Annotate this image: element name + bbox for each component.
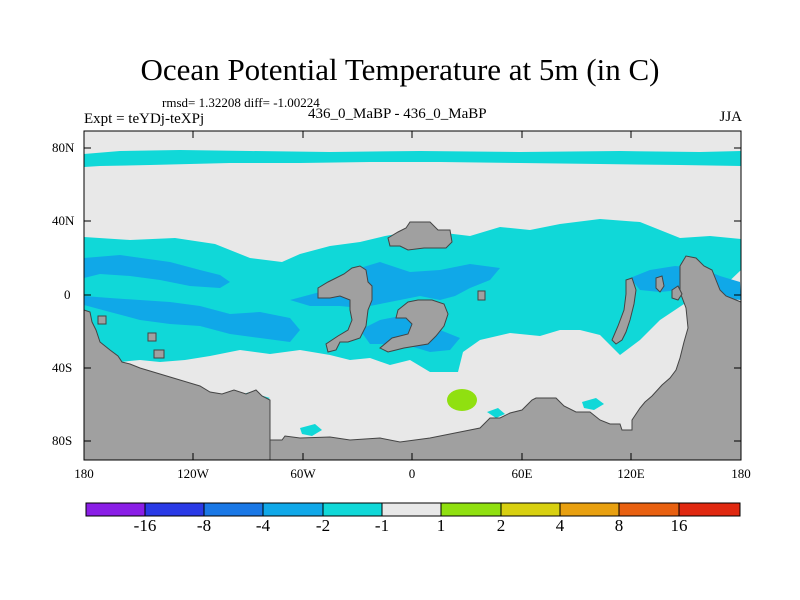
colorbar-box-2 — [144, 502, 205, 517]
lon-label-120e: 120E — [617, 466, 645, 481]
land-small-island-2 — [147, 332, 157, 342]
colorbar-label: 4 — [555, 516, 565, 535]
land-masses — [83, 221, 742, 461]
contour-region-south-pacific-blue — [84, 296, 300, 342]
colorbar-box-4 — [262, 502, 324, 517]
axis-ticks — [84, 131, 741, 460]
land-africa-block — [387, 221, 453, 251]
contour-region-southern-cyan-3 — [582, 398, 604, 410]
lon-label-0: 0 — [408, 466, 416, 481]
colorbar-label: -1 — [374, 516, 390, 535]
land-antarctica — [269, 255, 742, 461]
colorbar-box-3 — [203, 502, 264, 517]
colorbar-label: 8 — [614, 516, 624, 535]
land-east-islands — [655, 275, 683, 301]
lon-label-180e: 180 — [731, 466, 751, 481]
rmsd-diff-stats: rmsd= 1.32208 diff= -1.00224 — [162, 95, 320, 110]
lon-label-60w: 60W — [290, 466, 316, 481]
land-island-continent — [379, 299, 449, 353]
colorbar-label: -8 — [196, 516, 212, 535]
lat-label-40s: 40S — [52, 360, 73, 375]
season-label: JJA — [719, 109, 742, 125]
colorbar-label: -4 — [255, 516, 271, 535]
colorbar-box-6 — [381, 502, 442, 517]
figure-title: Ocean Potential Temperature at 5m (in C) — [140, 52, 660, 87]
lon-label-60e: 60E — [511, 466, 533, 481]
contour-region-positive-anomaly — [447, 389, 477, 411]
colorbar-box-1 — [85, 502, 146, 517]
lon-label-180w: 180 — [74, 466, 94, 481]
contour-region-southern-cyan-2 — [300, 424, 322, 436]
land-small-island-1 — [477, 290, 486, 301]
colorbar-label: -2 — [315, 516, 331, 535]
land-small-island-4 — [97, 315, 107, 325]
colorbar — [85, 502, 741, 517]
colorbar-box-8 — [500, 502, 561, 517]
experiment-label: Expt = teYDj-teXPj — [84, 111, 205, 127]
land-south-america-west — [83, 309, 271, 461]
colorbar-box-5 — [322, 502, 383, 517]
colorbar-box-10 — [618, 502, 680, 517]
contour-region-west-pacific-blue — [84, 255, 230, 288]
lat-label-80s: 80S — [52, 433, 73, 448]
colorbar-box-9 — [559, 502, 620, 517]
contour-region-arctic — [84, 150, 741, 167]
contour-region-southern-cyan-4 — [487, 408, 505, 418]
land-small-island-3 — [153, 349, 165, 359]
colorbar-label: 1 — [436, 516, 446, 535]
lat-label-equator: 0 — [64, 287, 71, 302]
colorbar-box-7 — [440, 502, 502, 517]
lat-label-80n: 80N — [52, 140, 75, 155]
colorbar-label: -16 — [133, 516, 157, 535]
land-central-continent — [317, 265, 373, 353]
lon-label-120w: 120W — [177, 466, 209, 481]
colorbar-label: 2 — [496, 516, 506, 535]
colorbar-label: 16 — [670, 516, 688, 535]
case-label: 436_0_MaBP - 436_0_MaBP — [308, 106, 487, 122]
land-east-ridge — [611, 277, 637, 345]
colorbar-box-11 — [678, 502, 741, 517]
lat-label-40n: 40N — [52, 213, 75, 228]
